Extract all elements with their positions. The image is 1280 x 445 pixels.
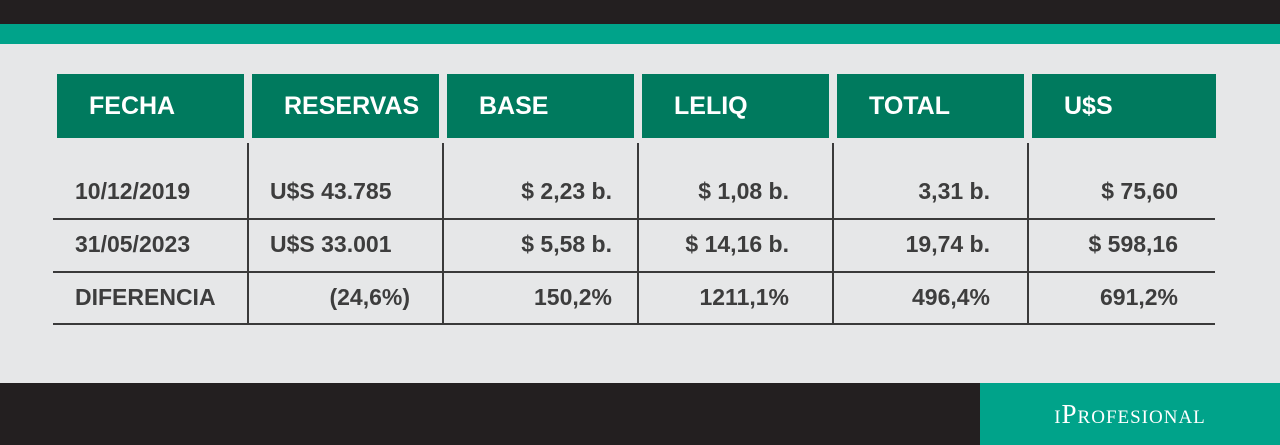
row-divider — [53, 218, 1215, 220]
column-divider — [832, 143, 834, 324]
top-teal-stripe — [0, 24, 1280, 44]
cell-total: 496,4% — [911, 284, 990, 310]
cell-reservas: (24,6%) — [329, 284, 410, 310]
header-leliq: LELIQ — [642, 74, 829, 138]
cell-leliq: $ 1,08 b. — [698, 178, 789, 204]
cell-total: 3,31 b. — [918, 178, 990, 204]
cell-base: $ 5,58 b. — [521, 231, 612, 257]
brand-logo: iProfesional — [980, 383, 1280, 445]
table-bottom-border — [53, 323, 1215, 325]
row-divider — [53, 271, 1215, 273]
header-base: BASE — [447, 74, 634, 138]
cell-fecha: 10/12/2019 — [75, 178, 191, 204]
cell-fecha: 31/05/2023 — [75, 231, 191, 257]
header-reservas: RESERVAS — [252, 74, 439, 138]
column-divider — [442, 143, 444, 324]
cell-usd: $ 75,60 — [1101, 178, 1178, 204]
top-dark-bar — [0, 0, 1280, 24]
cell-usd: $ 598,16 — [1088, 231, 1178, 257]
column-divider — [247, 143, 249, 324]
cell-leliq: $ 14,16 b. — [685, 231, 789, 257]
column-divider — [637, 143, 639, 324]
cell-leliq: 1211,1% — [699, 284, 789, 310]
header-usd: U$S — [1032, 74, 1216, 138]
header-fecha: FECHA — [57, 74, 244, 138]
cell-base: 150,2% — [533, 284, 612, 310]
cell-total: 19,74 b. — [905, 231, 990, 257]
column-divider — [1027, 143, 1029, 324]
cell-reservas: U$S 33.001 — [270, 231, 392, 257]
header-total: TOTAL — [837, 74, 1024, 138]
cell-usd: 691,2% — [1099, 284, 1178, 310]
cell-reservas: U$S 43.785 — [270, 178, 392, 204]
cell-base: $ 2,23 b. — [521, 178, 612, 204]
cell-fecha: DIFERENCIA — [75, 284, 216, 310]
